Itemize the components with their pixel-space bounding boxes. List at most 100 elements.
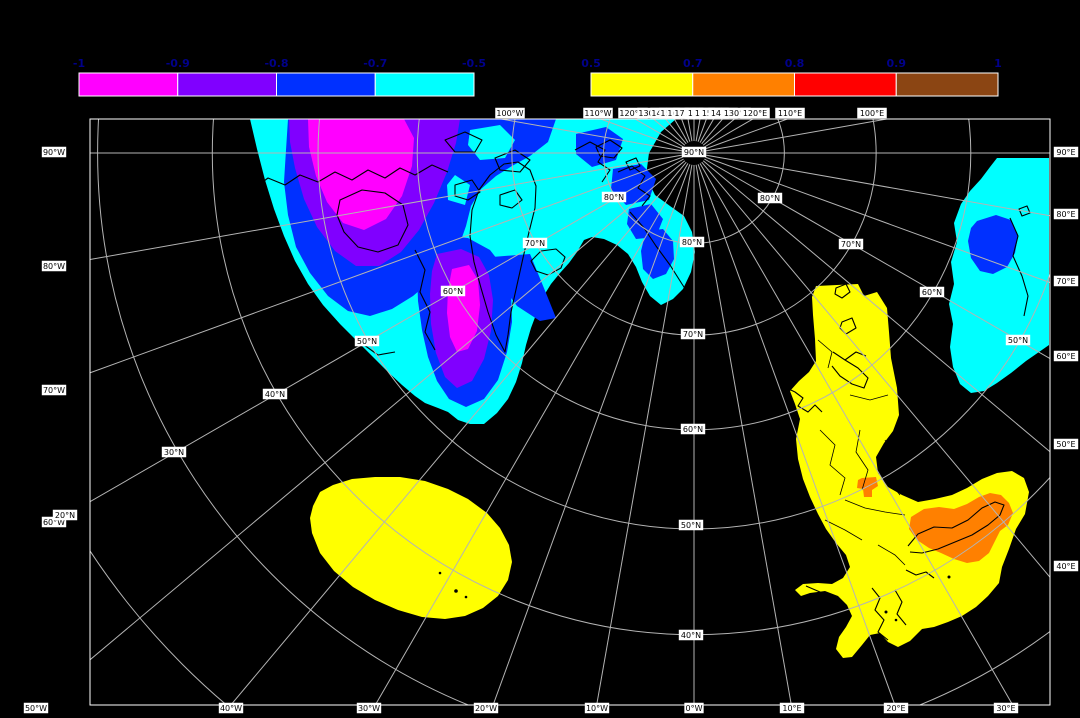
grid-label: 20°W [475,704,497,713]
grid-label-box [1053,560,1079,572]
grid-label-box [440,285,466,297]
meridian--10 [596,164,693,705]
grid-label-layer: 100°W110°W120°W130°W140°W150°W160°W170°W… [23,107,1079,714]
grid-label-box [680,328,706,340]
coastline-adriatic-coast [805,585,847,611]
grid-label-box [680,423,706,435]
country-border [949,469,966,481]
grid-label: 130°E [724,109,748,118]
colorbar-positive-tick-label: 0.7 [683,57,703,70]
grid-label: 50°E [1056,440,1075,449]
grid-label-box [679,236,705,248]
colorbar-negative-tick-label: -0.5 [462,57,486,70]
coastline-arctic-island-1 [444,131,483,153]
meridian-40 [701,161,1050,579]
grid-label: 30°N [164,448,184,457]
grid-label-box [883,702,909,714]
island-dot [947,575,951,579]
meridian-80 [705,154,1050,217]
grid-label: 80°W [43,262,65,271]
colorbar-positive-tick-label: 1 [994,57,1002,70]
grid-label: 50°N [1008,336,1028,345]
country-border [904,469,941,481]
grid-label: 10°W [586,704,608,713]
grid-label-box [740,107,770,119]
grid-label-box [1053,208,1079,220]
grid-label: 40°N [265,390,285,399]
region-islands-cyan-1 [468,125,515,160]
grid-label: 20°N [55,511,75,520]
colorbar-negative: -1 -0.9 -0.8 -0.7 -0.5 [73,57,486,97]
grid-label-box [1053,438,1079,450]
grid-label: 70°N [525,239,545,248]
grid-label-box [41,146,67,158]
grid-label: 90°W [43,148,65,157]
colorbar-positive-tick-label: 0.5 [581,57,601,70]
colorbar-negative-tick-label: -0.7 [363,57,387,70]
grid-label-box [584,702,610,714]
grid-label-box [262,388,288,400]
country-border [855,429,869,491]
colorbar-negative-segment-0 [78,72,179,97]
grid-label: 80°N [760,194,780,203]
grid-label: 110°W [584,109,611,118]
grid-label-box [161,446,187,458]
coastline-baltic-sea [831,351,869,389]
meridian-50 [702,160,1050,453]
grid-label-box [993,702,1019,714]
meridian--70 [90,156,683,374]
country-border [824,519,863,541]
meridian--80 [90,154,683,261]
grid-label: 40°W [220,704,242,713]
island-dot [438,571,442,575]
grid-label-box [919,286,945,298]
grid-label-box [1053,350,1079,362]
coastline-ob-island [1018,205,1031,217]
meridian-10 [695,164,792,705]
meridian--60 [90,158,684,503]
country-border [884,439,901,496]
map-frame [89,118,1051,706]
grid-label-box [583,107,613,119]
grid-label-box [779,702,805,714]
colorbar-negative-segment-3 [374,72,475,97]
grid-label-box [495,107,525,119]
colorbar-positive-segment-2 [794,72,897,97]
grid-label-box [41,384,67,396]
grid-label: 70°N [841,240,861,249]
meridian--50 [90,160,686,661]
coastline-arctic-island-3 [454,179,481,201]
meridian-70 [705,156,1050,284]
colorbar-positive-segment-0 [590,72,694,97]
region-pos-yellow-europe [790,284,1029,658]
meridian-20 [697,164,896,705]
meridian--40 [230,161,687,705]
coastline-arctic-island-4 [499,189,523,209]
colorbar-negative-tick-label: -0.8 [264,57,288,70]
grid-label: 110°E [778,109,802,118]
grid-label: 80°N [682,238,702,247]
coastline-ne-greenland-coast [574,141,611,183]
country-border [877,544,906,566]
grid-label: 90°N [684,148,704,157]
grid-label: 70°W [43,386,65,395]
grid-label: 20°E [886,704,905,713]
region-neg-blue-denmark-strait [492,254,556,321]
colorbar-positive: 0.5 0.7 0.8 0.9 1 [581,57,1002,97]
region-neg-blue-siberia-core [968,215,1018,274]
grid-label-box [354,335,380,347]
grid-label: 60°N [683,425,703,434]
grid-label: 30°W [358,704,380,713]
colorbar-negative-tick-label: -1 [73,57,85,70]
grid-label-box [678,519,704,531]
coastline-labrador-coast [414,249,436,351]
grid-label-box [838,238,864,250]
island-dot [894,618,898,622]
island-dot [454,589,458,593]
grid-label-box [41,516,67,528]
grid-label: 30°E [996,704,1015,713]
country-border [844,499,906,516]
grid-label: 50°N [357,337,377,346]
coastline-norway-north-coast [617,165,651,207]
